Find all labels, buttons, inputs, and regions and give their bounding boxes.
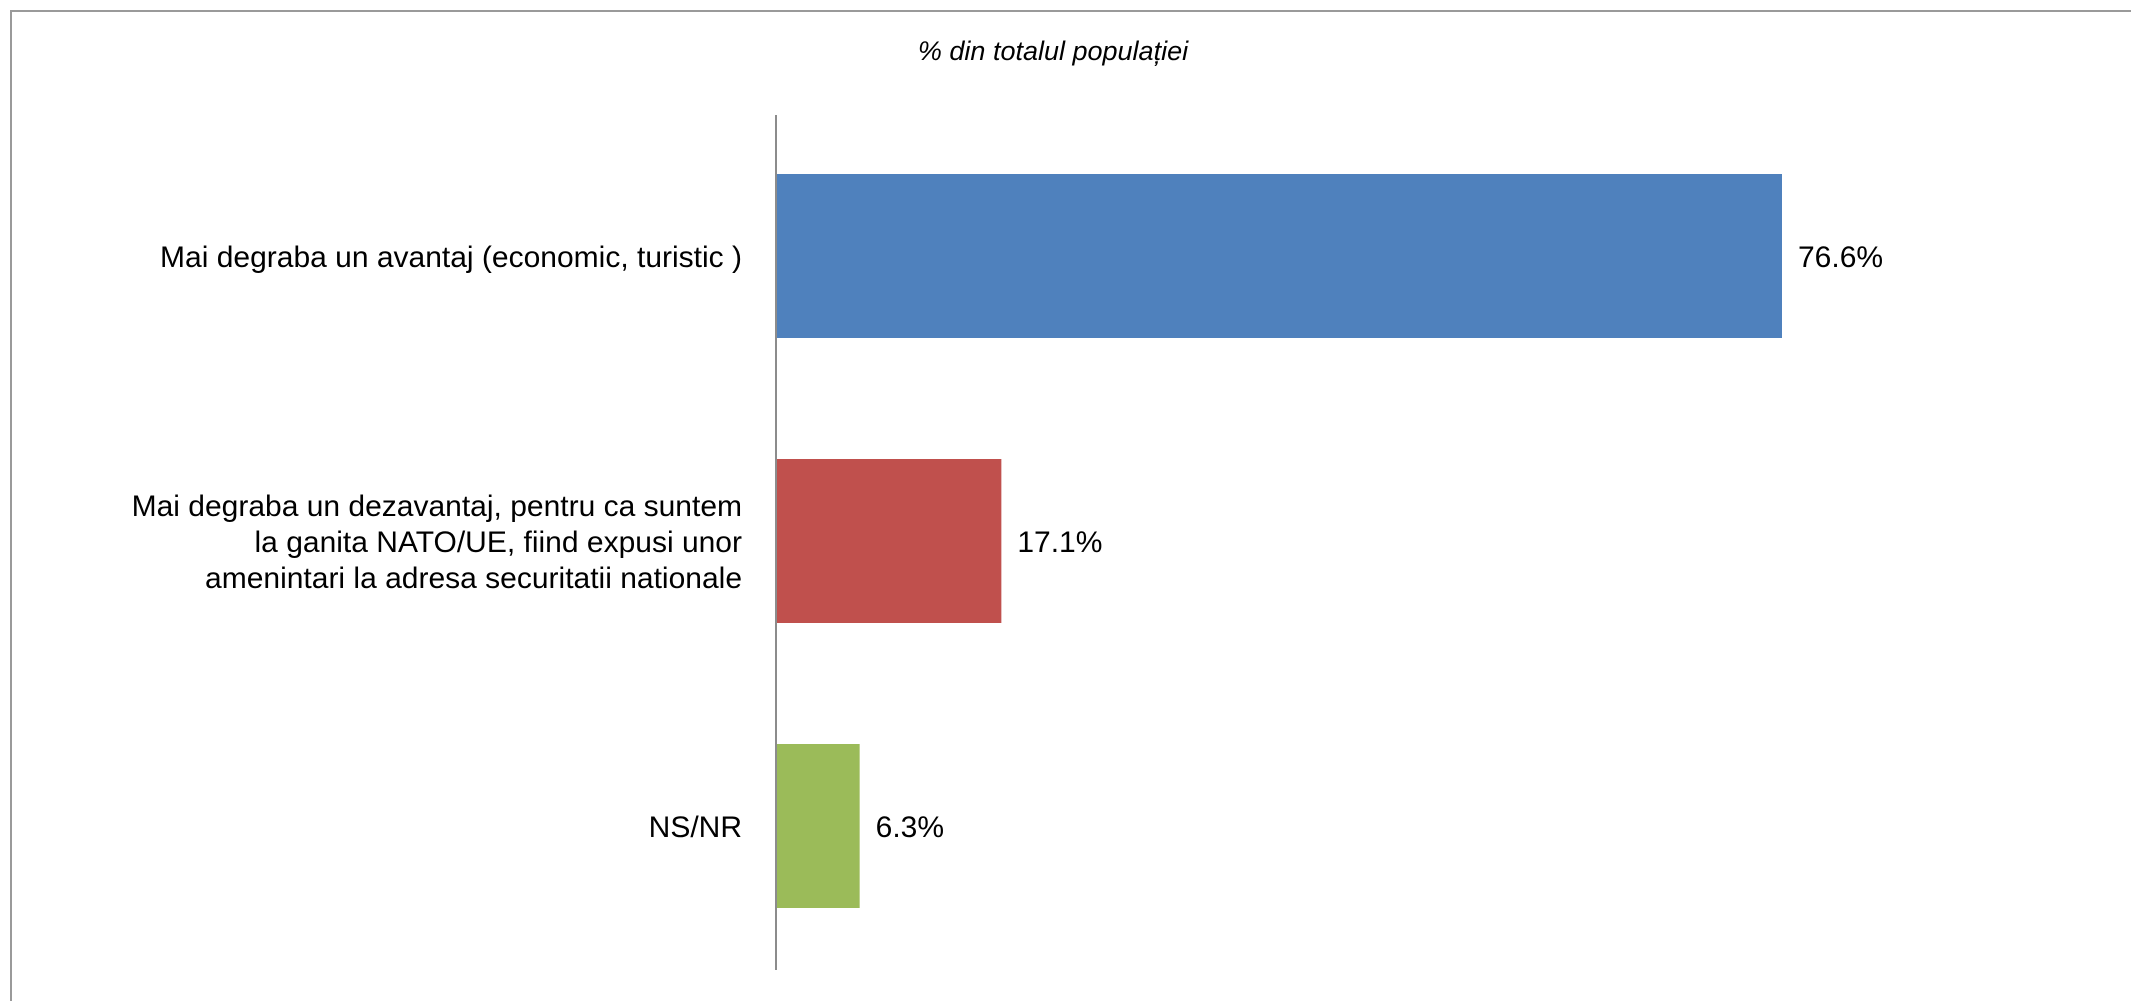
value-label-1: 76.6%: [1798, 241, 1883, 274]
bar-1: [777, 174, 1782, 338]
bar-2: [777, 459, 1002, 623]
category-label-2-line-1: Mai degraba un dezavantaj, pentru ca sun…: [132, 490, 742, 523]
bar-3: [777, 744, 860, 908]
category-label-2-line-3: amenintari la adresa securitatii nationa…: [205, 562, 742, 595]
value-label-2: 17.1%: [1017, 526, 1102, 559]
bars-group: 76.6% Mai degraba un avantaj (economic, t…: [132, 174, 1883, 908]
category-label-3-line-1: NS/NR: [649, 811, 742, 844]
category-label-2-line-2: la ganita NATO/UE, fiind expusi unor: [255, 526, 742, 559]
category-label-1-line-1: Mai degraba un avantaj (economic, turist…: [160, 241, 742, 274]
chart-subtitle: % din totalul populației: [918, 36, 1189, 66]
value-label-3: 6.3%: [876, 811, 944, 844]
